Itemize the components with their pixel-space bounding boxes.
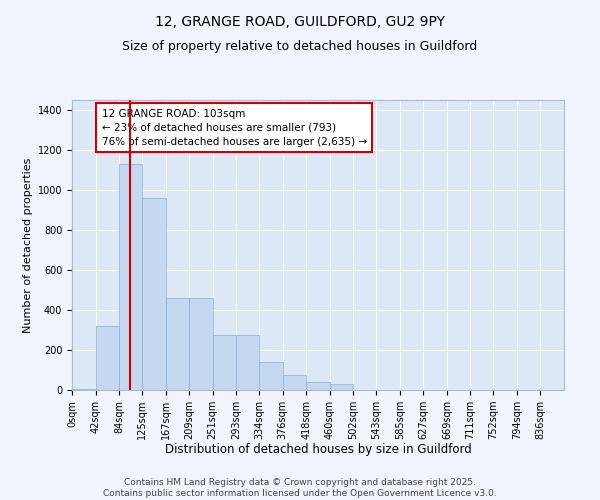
Bar [166,298,189,390]
Bar [95,326,119,390]
Bar [142,198,166,390]
Bar [212,335,236,390]
Text: Contains HM Land Registry data © Crown copyright and database right 2025.
Contai: Contains HM Land Registry data © Crown c… [103,478,497,498]
Text: 12 GRANGE ROAD: 103sqm
← 23% of detached houses are smaller (793)
76% of semi-de: 12 GRANGE ROAD: 103sqm ← 23% of detached… [101,108,367,146]
Bar [330,384,353,390]
Bar [259,362,283,390]
Bar [72,389,95,390]
Bar [283,375,306,390]
Text: Size of property relative to detached houses in Guildford: Size of property relative to detached ho… [122,40,478,53]
X-axis label: Distribution of detached houses by size in Guildford: Distribution of detached houses by size … [164,444,472,456]
Bar [189,298,212,390]
Bar [306,382,330,390]
Bar [119,164,142,390]
Bar [236,335,259,390]
Y-axis label: Number of detached properties: Number of detached properties [23,158,34,332]
Text: 12, GRANGE ROAD, GUILDFORD, GU2 9PY: 12, GRANGE ROAD, GUILDFORD, GU2 9PY [155,15,445,29]
